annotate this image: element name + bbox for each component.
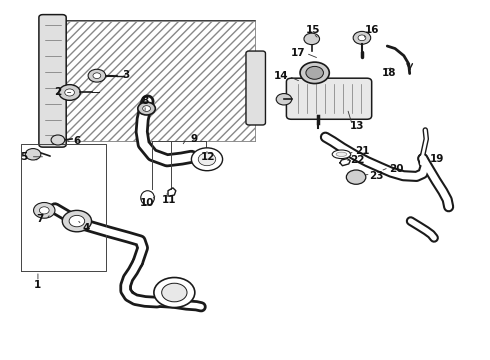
Circle shape <box>62 210 92 232</box>
Text: 7: 7 <box>37 214 44 224</box>
Circle shape <box>59 85 80 100</box>
Circle shape <box>358 35 366 41</box>
Text: 20: 20 <box>389 164 403 174</box>
Circle shape <box>138 102 155 115</box>
Ellipse shape <box>332 150 351 158</box>
Text: 1: 1 <box>34 280 42 291</box>
Circle shape <box>192 148 222 171</box>
Circle shape <box>93 73 101 78</box>
Ellipse shape <box>336 152 347 157</box>
Circle shape <box>353 31 371 44</box>
Circle shape <box>198 153 216 166</box>
Text: 23: 23 <box>369 171 384 181</box>
Circle shape <box>88 69 106 82</box>
FancyBboxPatch shape <box>39 15 66 147</box>
Text: 6: 6 <box>74 136 80 146</box>
Text: 21: 21 <box>355 147 369 157</box>
Circle shape <box>162 283 187 302</box>
Circle shape <box>39 207 49 214</box>
Text: 18: 18 <box>382 68 396 78</box>
Text: 4: 4 <box>83 223 90 233</box>
Circle shape <box>51 135 65 145</box>
Text: 16: 16 <box>365 25 379 35</box>
Circle shape <box>346 170 366 184</box>
Polygon shape <box>57 21 255 141</box>
Circle shape <box>300 62 329 84</box>
Ellipse shape <box>141 191 154 205</box>
FancyBboxPatch shape <box>287 78 372 119</box>
Circle shape <box>304 33 319 45</box>
Text: 15: 15 <box>306 25 320 35</box>
Text: 13: 13 <box>350 121 364 131</box>
Circle shape <box>276 94 292 105</box>
Text: 14: 14 <box>274 71 289 81</box>
Text: 22: 22 <box>350 156 364 165</box>
Circle shape <box>306 66 323 79</box>
Text: 9: 9 <box>190 134 197 144</box>
Text: 11: 11 <box>162 195 177 204</box>
Text: 17: 17 <box>291 48 306 58</box>
Circle shape <box>65 89 74 96</box>
Polygon shape <box>57 21 255 141</box>
Circle shape <box>25 149 41 160</box>
Circle shape <box>69 215 85 227</box>
Text: 19: 19 <box>430 154 444 163</box>
FancyBboxPatch shape <box>246 51 266 125</box>
Text: 3: 3 <box>122 69 129 80</box>
Circle shape <box>33 203 55 218</box>
Text: 2: 2 <box>54 87 61 98</box>
Circle shape <box>154 278 195 307</box>
Text: 10: 10 <box>140 198 155 208</box>
Circle shape <box>143 106 150 111</box>
Text: 8: 8 <box>142 96 149 107</box>
Text: 5: 5 <box>20 152 27 162</box>
Text: 12: 12 <box>201 152 216 162</box>
